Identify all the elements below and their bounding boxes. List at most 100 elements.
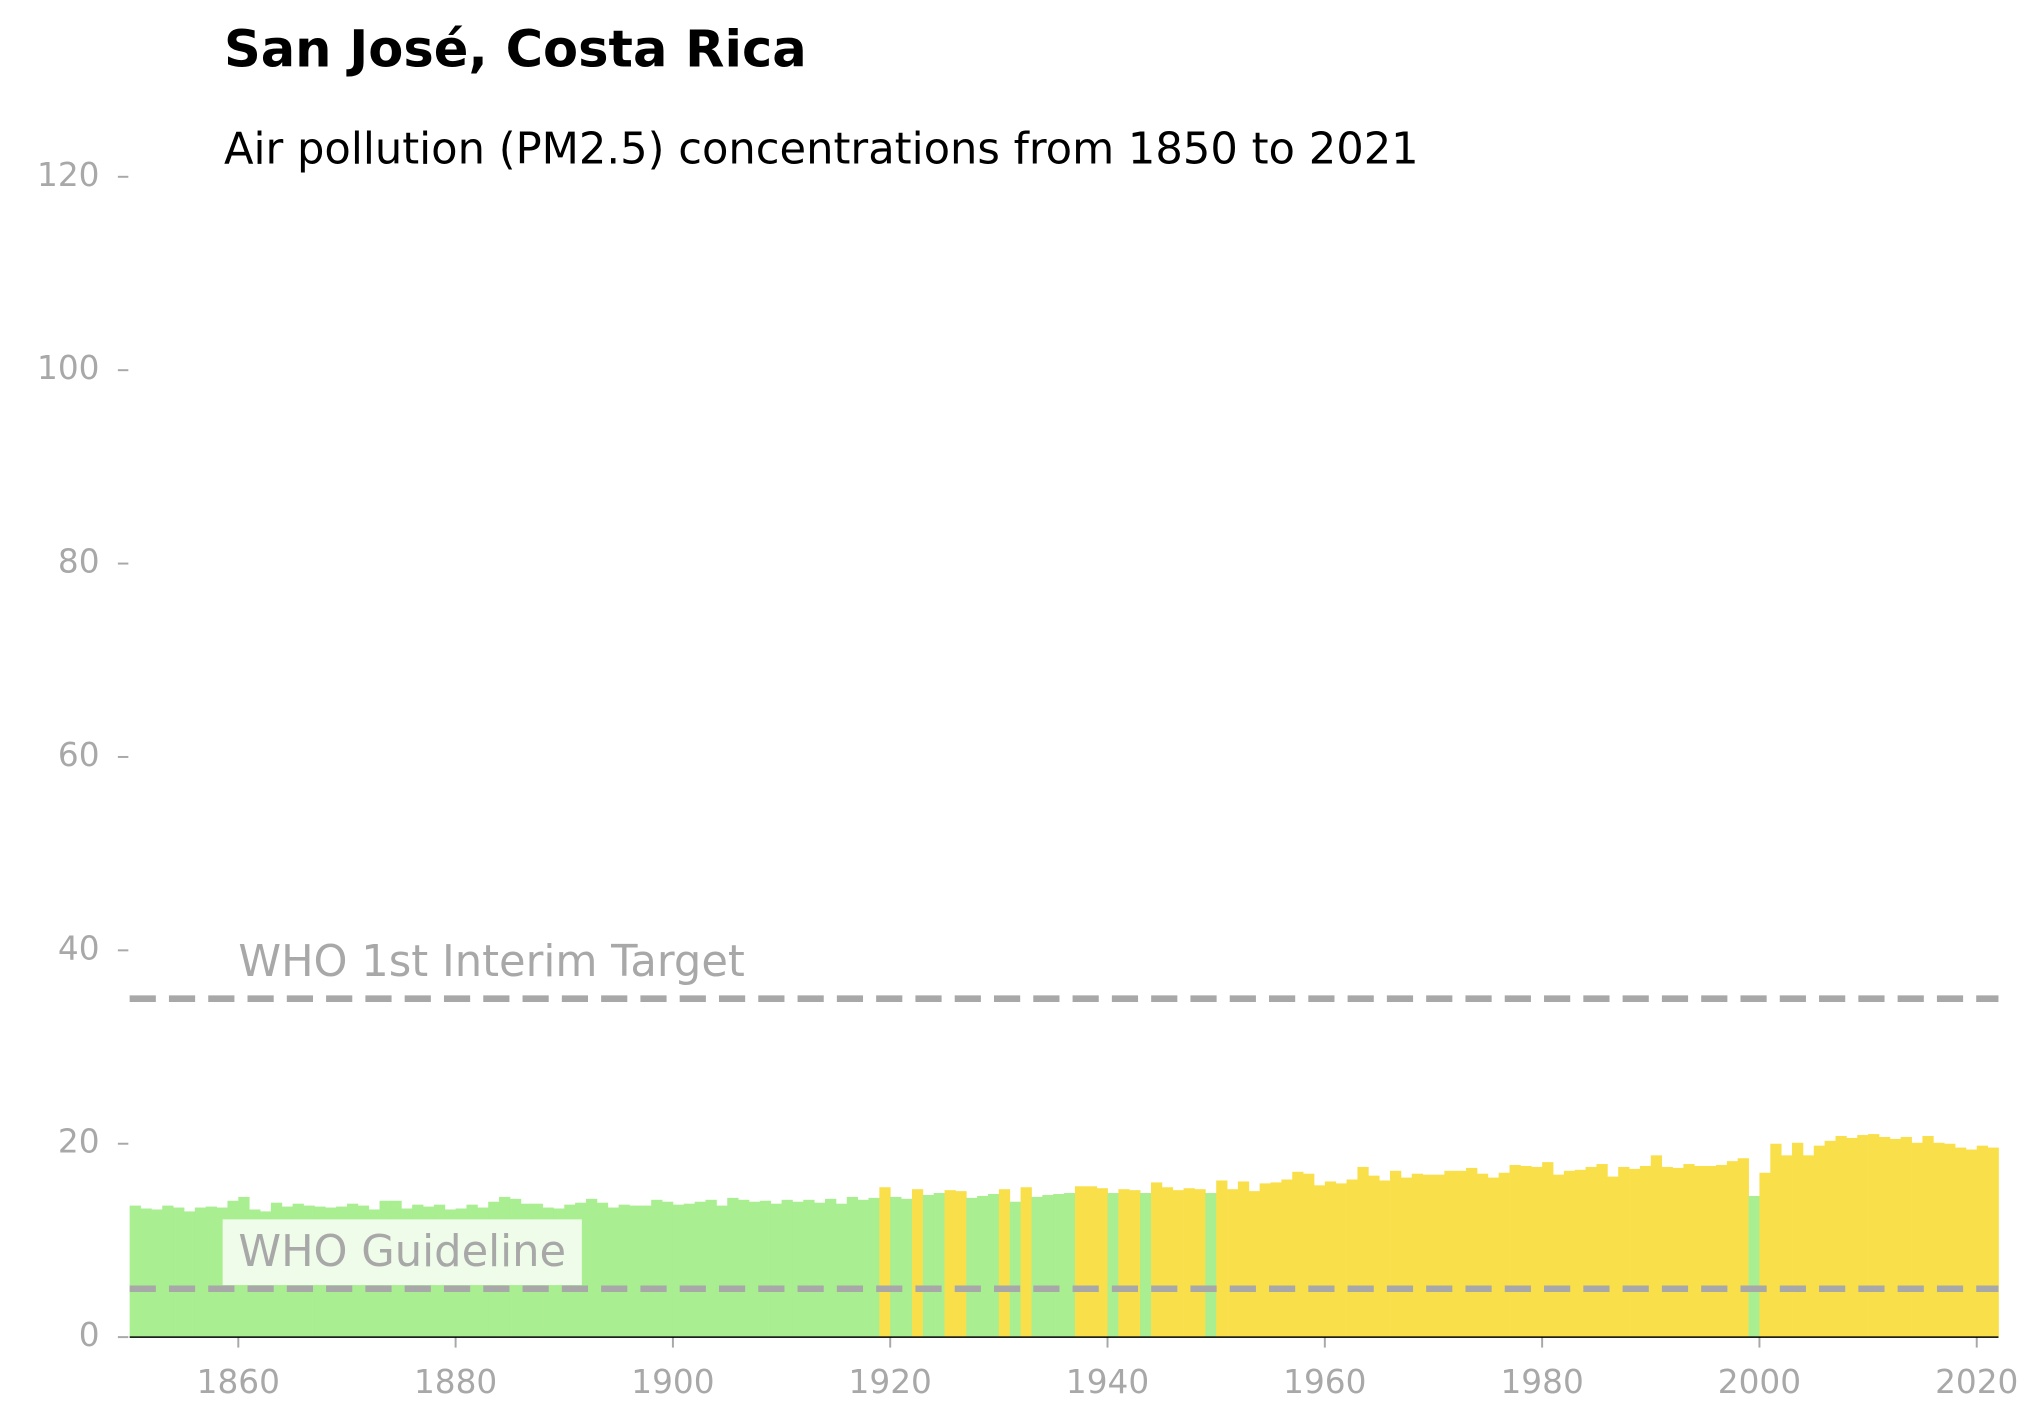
bar — [1922, 1135, 1934, 1338]
bar — [1835, 1135, 1847, 1338]
chart-subtitle: Air pollution (PM2.5) concentrations fro… — [224, 124, 1419, 174]
bar — [1411, 1173, 1424, 1338]
reference-label: WHO Guideline — [238, 1227, 566, 1277]
bar — [1965, 1149, 1978, 1338]
bar — [879, 1187, 891, 1338]
bar — [825, 1198, 837, 1338]
bar — [1618, 1166, 1630, 1338]
bar — [966, 1197, 978, 1338]
bar — [129, 1205, 141, 1338]
bar — [618, 1204, 630, 1338]
bar — [672, 1204, 685, 1338]
chart-title: San José, Costa Rica — [224, 20, 807, 79]
bar — [1172, 1190, 1184, 1338]
bar — [183, 1211, 196, 1338]
x-tick-label: 1980 — [1500, 1363, 1583, 1401]
bar — [1487, 1177, 1500, 1338]
bar — [716, 1205, 728, 1338]
x-tick-label: 1900 — [631, 1363, 714, 1401]
bar — [607, 1207, 619, 1338]
bar — [857, 1199, 869, 1338]
bar — [216, 1207, 228, 1338]
bar — [629, 1205, 641, 1338]
bar — [727, 1197, 739, 1338]
bar — [1650, 1155, 1663, 1338]
bar — [1129, 1190, 1141, 1338]
bar — [1422, 1174, 1434, 1338]
x-tick-label: 2020 — [1935, 1363, 2018, 1401]
bar — [1303, 1173, 1315, 1338]
bar — [814, 1202, 826, 1338]
bar — [1368, 1175, 1380, 1338]
bar — [1520, 1165, 1532, 1338]
bar — [901, 1198, 913, 1338]
bar — [1227, 1189, 1239, 1338]
bar — [1802, 1155, 1815, 1338]
bar — [890, 1196, 902, 1338]
bar — [1053, 1194, 1065, 1338]
bar — [1748, 1195, 1760, 1338]
bar — [1661, 1166, 1673, 1338]
x-tick-label: 1860 — [197, 1363, 280, 1401]
bar — [1205, 1193, 1217, 1338]
bar — [1498, 1172, 1510, 1338]
bar — [998, 1189, 1011, 1338]
bar — [1878, 1136, 1891, 1338]
bar — [162, 1205, 174, 1338]
y-tick-label: 120 — [37, 156, 99, 194]
bar — [1466, 1167, 1478, 1338]
bar — [1248, 1191, 1261, 1338]
bar — [911, 1189, 924, 1338]
bar — [1607, 1176, 1619, 1338]
bar — [977, 1195, 989, 1338]
bar — [1476, 1173, 1489, 1338]
bar — [1281, 1179, 1293, 1338]
bar — [1889, 1138, 1902, 1338]
bar — [640, 1205, 652, 1338]
y-tick-label: 60 — [58, 736, 100, 774]
bar — [1672, 1167, 1684, 1338]
bar — [1444, 1170, 1456, 1338]
bar — [694, 1201, 706, 1338]
x-tick-label: 1880 — [414, 1363, 497, 1401]
x-tick-label: 1940 — [1066, 1363, 1149, 1401]
bar — [1770, 1143, 1782, 1338]
bar — [792, 1201, 804, 1338]
bar — [1846, 1137, 1858, 1338]
bar — [748, 1201, 761, 1338]
bar — [738, 1199, 750, 1338]
bar — [770, 1203, 782, 1338]
bar — [1900, 1136, 1912, 1338]
bar — [1868, 1134, 1880, 1338]
bar — [1987, 1147, 1999, 1338]
reference-label: WHO 1st Interim Target — [238, 937, 745, 987]
y-tick-label: 40 — [58, 929, 100, 967]
bar — [585, 1198, 598, 1338]
bar — [955, 1191, 967, 1338]
bar — [1792, 1142, 1804, 1338]
bar — [1715, 1165, 1728, 1338]
bar — [1400, 1177, 1413, 1338]
y-tick-label: 80 — [58, 543, 100, 581]
bar — [1064, 1193, 1076, 1338]
bar — [1031, 1196, 1043, 1338]
bar — [1009, 1201, 1021, 1338]
bar — [1726, 1161, 1739, 1338]
x-tick-label: 1920 — [849, 1363, 932, 1401]
bar — [1531, 1166, 1543, 1338]
bar — [1683, 1164, 1695, 1338]
bar — [1563, 1170, 1576, 1338]
bar — [1335, 1183, 1347, 1338]
bar — [1150, 1182, 1163, 1338]
bar — [1585, 1166, 1597, 1338]
bar — [1542, 1162, 1554, 1338]
bar — [1944, 1143, 1956, 1338]
bar — [1259, 1183, 1271, 1338]
bar — [1118, 1189, 1130, 1338]
bar — [1313, 1185, 1326, 1338]
label-background — [222, 1219, 582, 1286]
bar — [1737, 1158, 1749, 1338]
bar — [1292, 1171, 1304, 1338]
x-tick-label: 2000 — [1718, 1363, 1801, 1401]
